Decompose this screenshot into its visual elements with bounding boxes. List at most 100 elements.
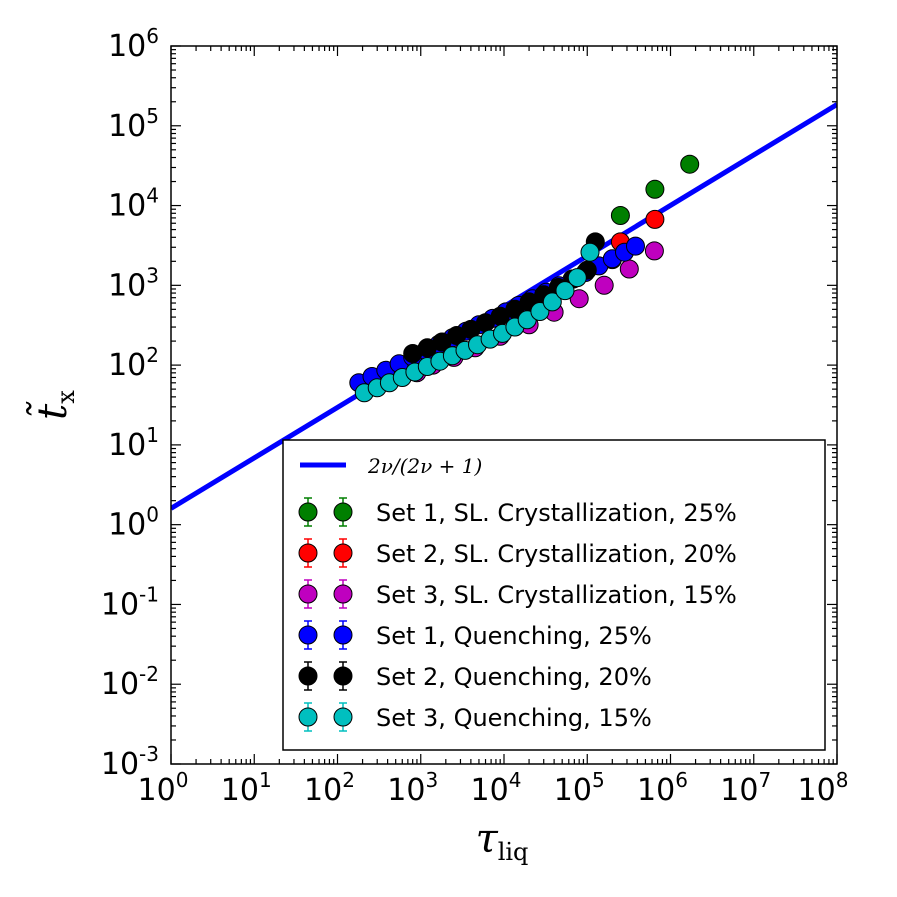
x-axis-label: τliq bbox=[476, 816, 529, 866]
y-tick-label: 101 bbox=[108, 423, 159, 463]
x-tick-label: 102 bbox=[304, 768, 355, 808]
y-tick-label: 106 bbox=[108, 24, 159, 64]
legend-marker bbox=[333, 707, 353, 727]
y-axis-label: t̃x bbox=[26, 390, 80, 420]
legend-label: Set 2, Quenching, 20% bbox=[376, 663, 652, 691]
x-tick-label: 103 bbox=[387, 768, 438, 808]
legend-marker bbox=[298, 707, 318, 727]
y-axis-label-main: t̃ bbox=[26, 401, 76, 419]
y-tick-exponent: 3 bbox=[146, 263, 159, 287]
x-tick-base: 10 bbox=[798, 773, 836, 808]
y-tick-label: 103 bbox=[108, 263, 159, 303]
y-tick-base: 10 bbox=[108, 348, 146, 383]
x-tick-exponent: 1 bbox=[259, 768, 272, 792]
y-tick-base: 10 bbox=[108, 189, 146, 224]
legend-marker bbox=[333, 625, 353, 645]
y-tick-label: 102 bbox=[108, 343, 159, 383]
legend-marker bbox=[298, 502, 318, 522]
data-point-series-6 bbox=[555, 281, 575, 301]
data-point-series-3 bbox=[644, 241, 664, 261]
data-point-series-3 bbox=[619, 259, 639, 279]
y-axis-label-sub: x bbox=[52, 390, 80, 404]
x-tick-base: 10 bbox=[387, 773, 425, 808]
y-tick-label: 10-2 bbox=[101, 662, 159, 702]
x-tick-labels: 100 101 102 103 104 105 106 107 108 bbox=[138, 768, 849, 808]
legend-label: Set 1, Quenching, 25% bbox=[376, 622, 652, 650]
y-tick-exponent: 6 bbox=[146, 24, 159, 48]
x-tick-base: 10 bbox=[637, 773, 675, 808]
legend-box bbox=[282, 439, 826, 751]
data-point-series-3 bbox=[569, 289, 589, 309]
data-point-series-6 bbox=[580, 242, 600, 262]
legend-marker bbox=[333, 543, 353, 563]
x-axis-label-sub: liq bbox=[498, 838, 529, 866]
y-tick-label: 100 bbox=[108, 503, 159, 543]
legend-label: Set 2, SL. Crystallization, 20% bbox=[376, 540, 737, 568]
y-tick-label: 105 bbox=[108, 104, 159, 144]
data-point-series-4 bbox=[626, 236, 645, 256]
legend-marker bbox=[333, 502, 353, 522]
legend-marker bbox=[333, 584, 353, 604]
x-tick-exponent: 0 bbox=[176, 768, 189, 792]
y-tick-label: 10-1 bbox=[101, 582, 159, 622]
legend-marker bbox=[298, 584, 318, 604]
y-tick-base: 10 bbox=[108, 508, 146, 543]
x-tick-label: 108 bbox=[798, 768, 849, 808]
x-tick-exponent: 8 bbox=[836, 768, 849, 792]
y-tick-exponent: -1 bbox=[139, 582, 159, 606]
x-tick-base: 10 bbox=[554, 773, 592, 808]
data-point-series-6 bbox=[567, 268, 587, 288]
x-tick-exponent: 3 bbox=[425, 768, 438, 792]
ticks-layer bbox=[170, 45, 838, 765]
data-points-layer bbox=[349, 154, 700, 403]
x-tick-base: 10 bbox=[720, 773, 758, 808]
x-tick-label: 104 bbox=[471, 768, 522, 808]
x-tick-label: 100 bbox=[138, 768, 189, 808]
legend-marker bbox=[298, 625, 318, 645]
y-tick-exponent: 4 bbox=[146, 184, 159, 208]
y-tick-base: 10 bbox=[108, 268, 146, 303]
y-tick-exponent: 2 bbox=[146, 343, 159, 367]
y-tick-exponent: -2 bbox=[139, 662, 159, 686]
legend: 2ν/(2ν + 1) Set 1, SL. Crystallization, … bbox=[282, 439, 826, 751]
y-tick-exponent: 5 bbox=[146, 104, 159, 128]
y-tick-label: 10-3 bbox=[101, 742, 159, 782]
x-tick-label: 106 bbox=[637, 768, 688, 808]
y-tick-base: 10 bbox=[108, 109, 146, 144]
legend-fit-line-label: 2ν/(2ν + 1) bbox=[367, 454, 482, 478]
y-tick-exponent: 1 bbox=[146, 423, 159, 447]
y-tick-base: 10 bbox=[108, 29, 146, 64]
data-point-series-1 bbox=[645, 179, 665, 199]
legend-label: Set 1, SL. Crystallization, 25% bbox=[376, 499, 737, 527]
y-tick-base: 10 bbox=[101, 587, 139, 622]
y-tick-exponent: -3 bbox=[139, 742, 159, 766]
y-tick-base: 10 bbox=[108, 428, 146, 463]
x-tick-exponent: 2 bbox=[342, 768, 355, 792]
x-tick-exponent: 4 bbox=[509, 768, 522, 792]
data-point-series-1 bbox=[680, 154, 700, 174]
legend-marker bbox=[298, 543, 318, 563]
x-tick-label: 105 bbox=[554, 768, 605, 808]
legend-marker bbox=[298, 666, 318, 686]
y-tick-base: 10 bbox=[101, 667, 139, 702]
data-point-series-6 bbox=[542, 292, 562, 312]
x-tick-base: 10 bbox=[138, 773, 176, 808]
x-tick-base: 10 bbox=[221, 773, 259, 808]
data-point-series-3 bbox=[594, 275, 614, 295]
y-tick-label: 104 bbox=[108, 184, 159, 224]
y-tick-base: 10 bbox=[101, 747, 139, 782]
x-tick-base: 10 bbox=[304, 773, 342, 808]
legend-label: Set 3, SL. Crystallization, 15% bbox=[376, 581, 737, 609]
y-tick-exponent: 0 bbox=[146, 503, 159, 527]
data-point-series-2 bbox=[645, 209, 665, 229]
x-tick-label: 107 bbox=[720, 768, 771, 808]
x-axis-label-main: τ bbox=[476, 816, 499, 862]
x-tick-label: 101 bbox=[221, 768, 272, 808]
x-tick-exponent: 7 bbox=[758, 768, 771, 792]
x-tick-base: 10 bbox=[471, 773, 509, 808]
legend-label: Set 3, Quenching, 15% bbox=[376, 704, 652, 732]
x-tick-exponent: 5 bbox=[592, 768, 605, 792]
data-point-series-1 bbox=[610, 206, 630, 225]
